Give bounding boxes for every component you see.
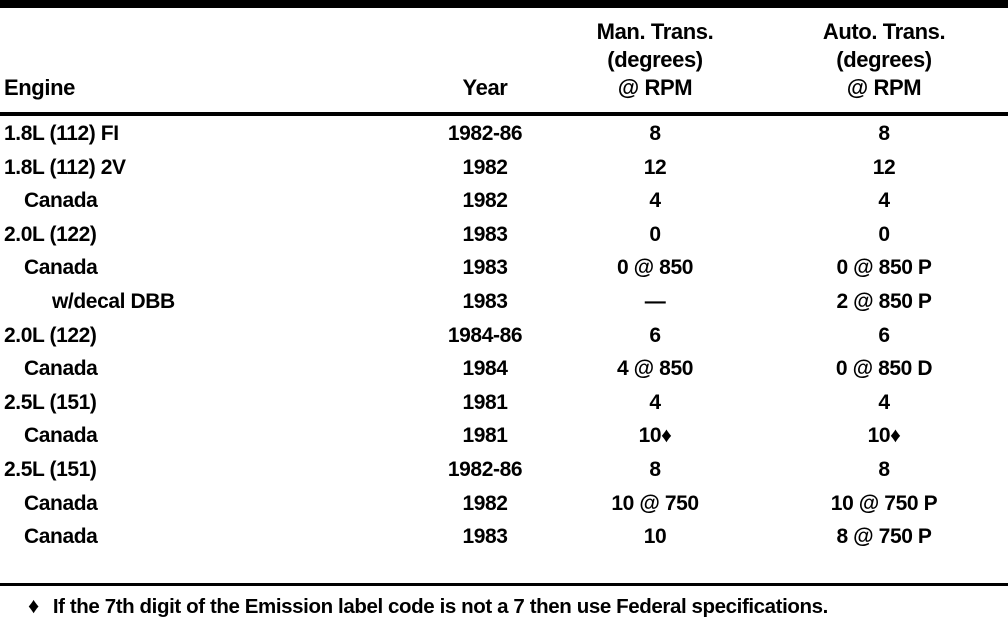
man-trans-cell: 0 — [649, 222, 661, 246]
table-row: Canada 1981 10♦ 10♦ — [0, 419, 1008, 453]
engine-cell: Canada — [24, 189, 98, 213]
man-trans-cell: — — [644, 289, 666, 313]
year-cell: 1983 — [462, 256, 508, 280]
year-cell: 1982 — [462, 189, 508, 213]
year-cell: 1984 — [462, 357, 508, 381]
engine-cell: 2.5L (151) — [4, 390, 97, 414]
engine-cell: 1.8L (112) FI — [4, 122, 119, 145]
auto-trans-cell: 8 @ 750 P — [836, 525, 932, 549]
auto-trans-header-line3: @ RPM — [846, 75, 922, 100]
auto-trans-cell: 12 — [872, 155, 896, 179]
table-row: Canada 1984 4 @ 850 0 @ 850 D — [0, 352, 1008, 386]
auto-trans-cell: 2 @ 850 P — [836, 289, 932, 313]
man-trans-header-line1: Man. Trans. — [596, 19, 714, 44]
engine-cell: Canada — [24, 424, 98, 448]
table-row: 2.5L (151) 1981 4 4 — [0, 386, 1008, 420]
table-body: 1.8L (112) FI 1982-86 8 8 1.8L (112) 2V 1982 1… — [0, 117, 1008, 554]
auto-trans-cell: 10♦ — [867, 424, 901, 448]
year-cell: 1982-86 — [447, 457, 523, 481]
table-row: 2.0L (122) 1984-86 6 6 — [0, 319, 1008, 353]
auto-trans-cell: 4 — [878, 189, 890, 213]
auto-trans-cell: 8 — [878, 457, 890, 481]
year-cell: 1981 — [462, 390, 508, 414]
engine-cell: Canada — [24, 525, 98, 549]
auto-trans-cell: 0 — [878, 222, 890, 246]
table-header-row: Engine Year Man. Trans. (degrees) @ RPM … — [0, 8, 1008, 110]
man-trans-cell: 10 @ 750 — [611, 491, 699, 515]
year-cell: 1983 — [462, 525, 508, 549]
table-row: Canada 1983 10 8 @ 750 P — [0, 520, 1008, 554]
engine-cell: 2.5L (151) — [4, 457, 97, 481]
table-row: w/decal DBB 1983 — 2 @ 850 P — [0, 285, 1008, 319]
year-cell: 1983 — [462, 222, 508, 246]
year-cell: 1982-86 — [447, 122, 523, 145]
man-trans-cell: 8 — [649, 457, 661, 481]
man-trans-cell: 10♦ — [638, 424, 672, 448]
table-row: Canada 1982 10 @ 750 10 @ 750 P — [0, 487, 1008, 521]
auto-trans-header-line1: Auto. Trans. — [822, 19, 946, 44]
footer-divider-rule — [0, 583, 1008, 586]
auto-trans-cell: 8 — [878, 122, 890, 145]
man-trans-header-line2: (degrees) — [607, 47, 703, 72]
year-cell: 1981 — [462, 424, 508, 448]
auto-trans-cell: 0 @ 850 P — [836, 256, 932, 280]
auto-trans-cell: 6 — [878, 323, 890, 347]
man-trans-cell: 8 — [649, 122, 661, 145]
table-row: 1.8L (112) FI 1982-86 8 8 — [0, 117, 1008, 151]
man-trans-cell: 10 — [643, 525, 667, 549]
diamond-icon: ♦ — [28, 593, 39, 618]
man-trans-cell: 6 — [649, 323, 661, 347]
year-cell: 1983 — [462, 289, 508, 313]
engine-cell: Canada — [24, 256, 98, 280]
table-row: 2.0L (122) 1983 0 0 — [0, 218, 1008, 252]
column-header-engine: Engine — [4, 75, 75, 100]
column-header-year: Year — [462, 75, 508, 100]
table-row: 2.5L (151) 1982-86 8 8 — [0, 453, 1008, 487]
man-trans-header-line3: @ RPM — [617, 75, 693, 100]
man-trans-cell: 0 @ 850 — [616, 256, 694, 280]
man-trans-cell: 4 — [649, 390, 661, 414]
man-trans-cell: 4 @ 850 — [616, 357, 694, 381]
table-row: Canada 1982 4 4 — [0, 184, 1008, 218]
footnote-text: If the 7th digit of the Emission label c… — [52, 595, 829, 618]
engine-cell: w/decal DBB — [52, 289, 175, 313]
engine-cell: Canada — [24, 491, 98, 515]
footnote: ♦ If the 7th digit of the Emission label … — [0, 592, 1008, 621]
year-cell: 1984-86 — [447, 323, 523, 347]
engine-cell: 2.0L (122) — [4, 222, 97, 246]
year-cell: 1982 — [462, 155, 508, 179]
man-trans-cell: 12 — [643, 155, 667, 179]
auto-trans-cell: 4 — [878, 390, 890, 414]
table-row: 1.8L (112) 2V 1982 12 12 — [0, 151, 1008, 185]
engine-cell: 2.0L (122) — [4, 323, 97, 347]
column-header-man-trans: Man. Trans. (degrees) @ RPM — [550, 18, 760, 110]
auto-trans-cell: 0 @ 850 D — [835, 357, 933, 381]
engine-cell: 1.8L (112) 2V — [4, 155, 126, 179]
auto-trans-header-line2: (degrees) — [836, 47, 932, 72]
header-divider-rule — [0, 112, 1008, 116]
top-rule — [0, 0, 1008, 8]
year-cell: 1982 — [462, 491, 508, 515]
table-row: Canada 1983 0 @ 850 0 @ 850 P — [0, 251, 1008, 285]
auto-trans-cell: 10 @ 750 P — [830, 491, 938, 515]
man-trans-cell: 4 — [649, 189, 661, 213]
engine-cell: Canada — [24, 357, 98, 381]
column-header-auto-trans: Auto. Trans. (degrees) @ RPM — [760, 18, 1008, 110]
